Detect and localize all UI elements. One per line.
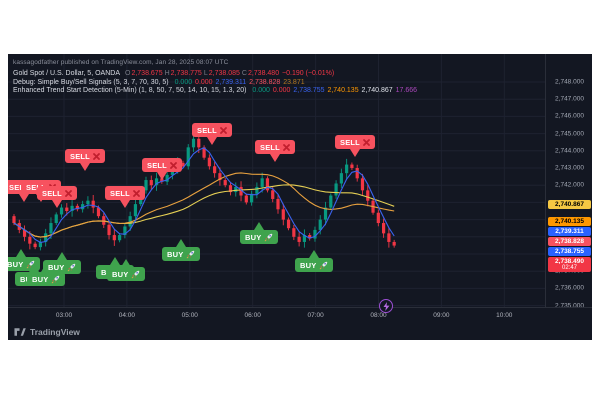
sell-signal-text: SELL	[197, 125, 217, 135]
time-label: 07:00	[307, 312, 324, 319]
economic-event-icon[interactable]	[379, 299, 393, 313]
indicator-price-badge: 2,739.311	[548, 227, 591, 236]
buy-signal-label[interactable]: BUY	[27, 264, 66, 286]
rocket-icon	[265, 233, 273, 241]
buy-signal-text: BUY	[112, 269, 129, 279]
sell-signal-text: SELL	[340, 137, 360, 147]
red-cross-icon	[133, 189, 140, 197]
price-label: 2,735.000	[555, 302, 584, 310]
buy-signal-label[interactable]: BUY	[240, 222, 279, 244]
buy-signal-text: BUY	[48, 262, 65, 272]
time-label: 05:00	[181, 312, 198, 319]
bubble-pointer	[176, 239, 187, 247]
bar-countdown: 02:47	[561, 265, 577, 271]
red-cross-icon	[170, 161, 177, 169]
sell-signal-label[interactable]: SELL	[335, 135, 375, 157]
sell-signal-text: SELL	[26, 182, 46, 192]
sell-signal-label[interactable]: SELL	[255, 140, 295, 162]
buy-signal-label[interactable]: BUY	[162, 239, 201, 261]
red-cross-icon	[220, 126, 227, 134]
buy-signal-text: BUY	[167, 249, 184, 259]
red-cross-icon	[283, 143, 290, 151]
indicator-price-badge: 2,738.755	[548, 247, 591, 256]
bubble-pointer	[309, 250, 320, 258]
price-label: 2,746.000	[555, 112, 584, 120]
buy-signal-label[interactable]: BUY	[43, 252, 82, 274]
price-axis[interactable]: 2,748.000 2,747.000 2,746.000 2,745.000 2,74…	[545, 54, 592, 310]
bubble-pointer	[156, 172, 167, 180]
footer-bar: TradingView	[8, 323, 592, 340]
time-axis[interactable]: 03:00 04:00 05:00 06:00 07:00 08:00 09:00 10:00	[8, 307, 592, 324]
sell-signal-text: SELL	[70, 151, 90, 161]
rocket-icon	[132, 270, 140, 278]
bubble-pointer	[110, 257, 121, 265]
time-label: 10:00	[496, 312, 513, 319]
rocket-icon	[320, 261, 328, 269]
bubble-pointer	[29, 264, 40, 272]
bubble-pointer	[254, 222, 265, 230]
buy-signal-label[interactable]: BUY	[107, 259, 146, 281]
buy-signal-label[interactable]: BUY	[295, 250, 334, 272]
sell-signal-text: SELL	[260, 142, 280, 152]
bubble-pointer	[51, 200, 62, 208]
last-price-badge: 2,738.490 02:47	[548, 257, 591, 272]
price-label: 2,743.000	[555, 164, 584, 172]
buy-signal-text: BUY	[32, 274, 49, 284]
buy-signal-text: BUY	[8, 259, 24, 269]
price-label: 2,736.000	[555, 284, 584, 292]
rocket-icon	[68, 263, 76, 271]
candlestick-chart[interactable]	[8, 54, 545, 307]
time-label: 03:00	[55, 312, 73, 319]
tradingview-chart-widget: kassagodfather published on TradingView.…	[8, 54, 592, 340]
red-cross-icon	[363, 138, 370, 146]
sell-signal-text: SELL	[9, 182, 29, 192]
sell-signal-label[interactable]: SELL	[142, 158, 182, 180]
sell-signal-label[interactable]: SELL	[105, 186, 145, 208]
ma-line-fast	[13, 147, 395, 243]
red-cross-icon	[65, 189, 72, 197]
tradingview-logo-text[interactable]: TradingView	[30, 326, 80, 337]
time-label: 04:00	[118, 312, 136, 319]
time-label: 06:00	[244, 312, 261, 319]
rocket-icon	[52, 275, 60, 283]
indicator-price-badge: 2,738.828	[548, 237, 591, 246]
bubble-pointer	[79, 163, 90, 171]
time-label: 09:00	[433, 312, 450, 319]
ma-line-medium	[13, 172, 395, 238]
rocket-icon	[187, 250, 195, 258]
bubble-pointer	[119, 200, 130, 208]
time-label: 08:00	[370, 312, 387, 319]
buy-signal-text: BUY	[300, 260, 317, 270]
price-label: 2,748.000	[555, 78, 584, 86]
lightning-bolt-icon	[383, 301, 389, 311]
sell-signal-text: SELL	[110, 188, 130, 198]
sell-signal-text: SELL	[42, 188, 62, 198]
sell-signal-label[interactable]: SELL	[37, 186, 77, 208]
red-cross-icon	[93, 152, 100, 160]
buy-signal-text: BUY	[245, 232, 262, 242]
grid-layer	[8, 54, 545, 307]
bubble-pointer	[121, 259, 132, 267]
indicator-price-badge: 2,740.135	[548, 217, 591, 226]
bubble-pointer	[16, 249, 27, 257]
sell-signal-text: SELL	[147, 160, 167, 170]
bubble-pointer	[18, 194, 29, 202]
bubble-pointer	[57, 252, 68, 260]
indicator-price-badge: 2,740.867	[548, 200, 591, 209]
bubble-pointer	[269, 154, 280, 162]
price-label: 2,742.000	[555, 181, 584, 189]
price-label: 2,747.000	[555, 95, 584, 103]
price-label: 2,744.000	[555, 147, 584, 155]
tradingview-logo-icon[interactable]	[14, 327, 26, 337]
ma-lines-layer	[13, 147, 395, 243]
sell-signal-label[interactable]: SELL	[192, 123, 232, 145]
bubble-pointer	[206, 137, 217, 145]
price-label: 2,745.000	[555, 130, 584, 138]
sell-signal-label[interactable]: SELL	[65, 149, 105, 171]
bubble-pointer	[349, 149, 360, 157]
